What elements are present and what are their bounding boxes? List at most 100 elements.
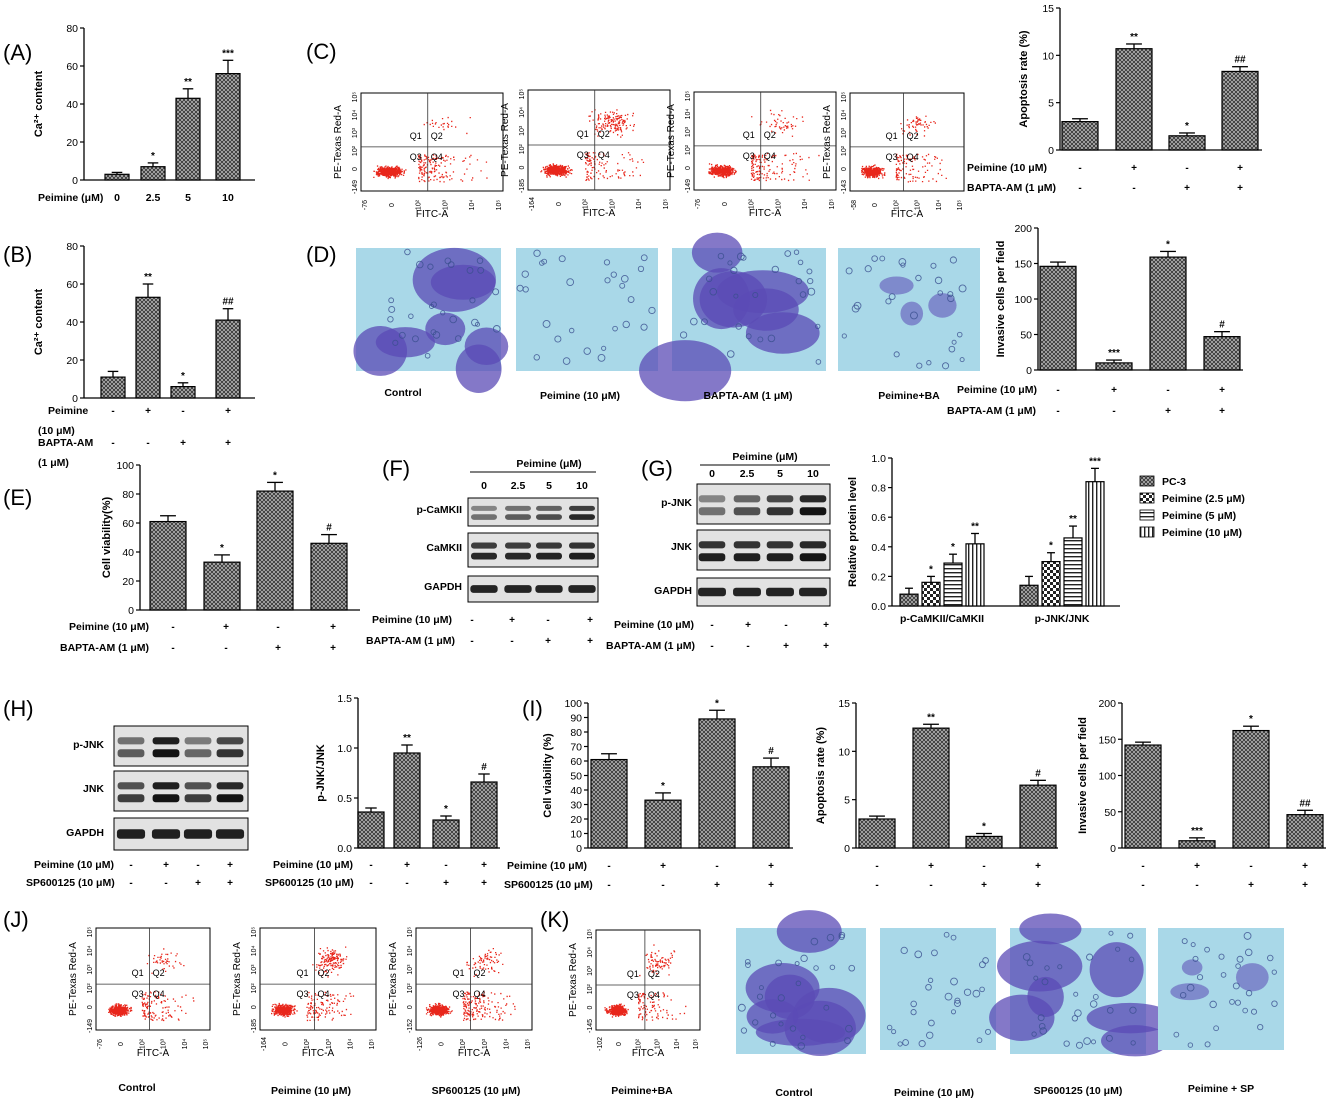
i-sp-label: SP600125 (10 μM) [504,879,593,891]
sign-mark: - [1112,406,1115,417]
bar [310,542,348,611]
membrane-pore [466,266,474,274]
flow-x-tick: 10⁴ [636,199,643,210]
sign-mark: + [275,643,281,654]
blot-band [799,495,827,503]
membrane-pore [627,296,635,303]
k-caption-peimine-ba: Peimine+BA [611,1085,673,1097]
quadrant-q3: Q3 [627,990,639,1000]
blot-band [536,552,562,560]
significance-mark: * [982,822,986,833]
flow-y-tick: 10² [87,983,94,994]
stained-cell [900,301,924,326]
membrane-pore [931,949,938,957]
blot-g-jnk [696,529,831,571]
y-tick-label: 40 [122,547,134,559]
bar [100,376,126,399]
membrane-pore [736,252,745,261]
membrane-pore [1057,964,1063,970]
sign-mark: + [404,860,410,871]
significance-mark: ** [971,521,979,532]
quadrant-q1: Q1 [577,129,589,139]
y-tick-label: 15 [1042,3,1054,15]
membrane-pore [1250,1008,1258,1015]
blot-band [471,542,497,549]
bar [432,819,460,849]
bar [1063,537,1083,607]
panel-label-a: (A) [3,40,32,65]
membrane-pore [740,1027,748,1034]
stained-cell [1100,1025,1170,1057]
panel-label-e: (E) [3,485,32,510]
blot-band [799,507,827,516]
flow-y-tick: 10⁵ [251,927,258,938]
k-caption-peimine-sp: Peimine + SP [1188,1083,1254,1095]
significance-mark: * [181,371,185,382]
flow-y-tick: 0 [87,1005,94,1009]
membrane-pore [1229,999,1235,1005]
membrane-pore [610,271,617,278]
membrane-pore [775,959,782,967]
membrane-pore [430,301,437,308]
sign-mark: + [1237,163,1243,174]
flow-y-tick: 10⁴ [352,110,359,121]
significance-mark: * [151,151,155,162]
legend-peimine-10: Peimine (10 μM) [1162,527,1242,539]
significance-mark: *** [1191,826,1203,837]
flow-plot-8: Q1 Q2 Q3 Q4 FITC-A PE-Texas Red-A -102 0 10² 10³ 1… [568,929,701,1059]
membrane-pore [709,287,718,296]
sign-mark: - [369,860,372,871]
j-caption-control: Control [118,1082,155,1094]
bar [470,781,498,849]
stained-cell [1027,976,1064,1017]
blot-band [216,749,244,758]
membrane-pore [928,1019,935,1027]
y-tick-label: 0 [576,843,582,855]
sign-mark: - [111,406,114,417]
i-peimine-label: Peimine (10 μM) [507,860,587,872]
membrane-pore [979,961,986,969]
h2-sp-label: SP600125 (10 μM) [265,877,354,889]
membrane-pore [416,260,424,269]
membrane-pore [449,315,457,324]
i-treatment-table: Peimine (10 μM) SP600125 (10 μM) - + - + - -… [504,860,1308,891]
sign-mark: - [444,860,447,871]
bar [135,296,161,399]
membrane-pore [1181,938,1188,945]
blot-band [569,542,595,549]
bar [1039,265,1077,371]
sign-mark: - [369,878,372,889]
quadrant-q1: Q1 [297,968,309,978]
blot-band [151,829,181,839]
membrane-pore [1173,1031,1180,1038]
sign-mark: + [660,861,666,872]
d-peimine-label: Peimine (10 μM) [957,384,1037,396]
membrane-pore [838,933,845,940]
membrane-pore [388,305,396,313]
membrane-pore [807,277,814,285]
flow-x-tick: 10⁴ [347,1039,354,1050]
flow-x-tick: 10³ [609,198,616,209]
membrane-pore [930,262,937,269]
membrane-pore [1190,942,1196,948]
blot-g-pjnk [696,483,831,525]
sign-mark: + [1184,183,1190,194]
sign-mark: + [225,406,231,417]
flow-x-axis-label: FITC-A [137,1048,170,1059]
y-tick-label: 1.0 [337,743,352,755]
sign-mark: + [443,878,449,889]
microscopy-image-4 [838,248,980,371]
blot-band [536,514,562,520]
significance-mark: ** [927,712,935,723]
c-peimine-label: Peimine (10 μM) [967,162,1047,174]
sign-mark: + [1194,861,1200,872]
sign-mark: + [587,636,593,647]
membrane-pore [740,254,747,261]
membrane-pore [794,961,800,967]
h2-peimine-label: Peimine (10 μM) [273,859,353,871]
membrane-pore [1071,1015,1079,1022]
y-tick-label: 60 [570,756,582,768]
membrane-pore [717,252,725,260]
